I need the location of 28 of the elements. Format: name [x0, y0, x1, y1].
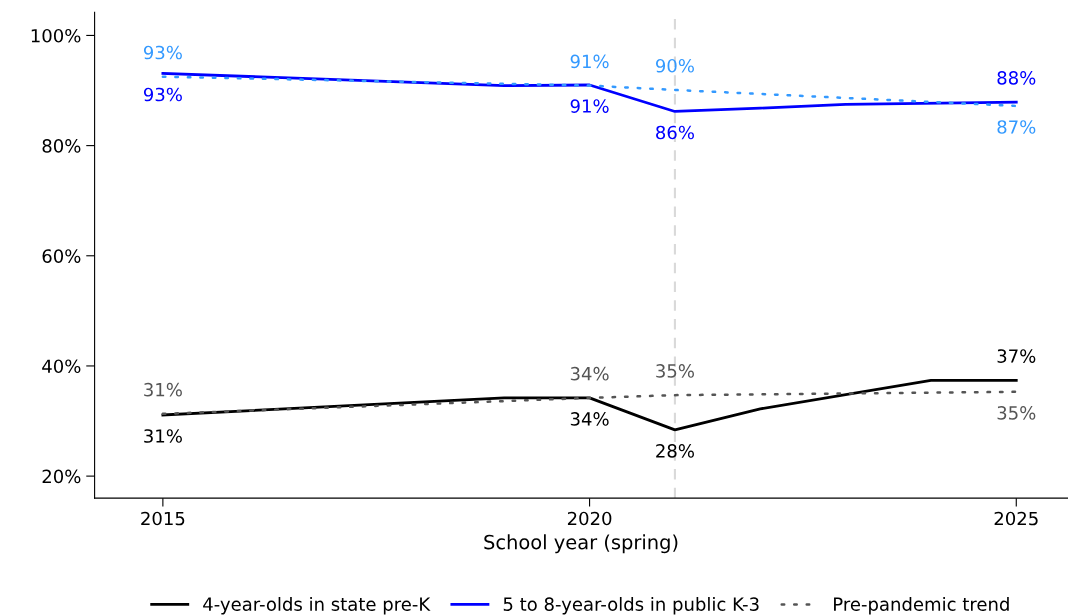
y-tick-label: 100% [31, 28, 81, 43]
data-label: 87% [997, 120, 1036, 134]
data-label: 91% [570, 99, 609, 113]
y-tick-label: 60% [42, 249, 81, 263]
x-axis-title: School year (spring) [484, 534, 678, 554]
data-label: 28% [656, 444, 694, 458]
data-label: 34% [570, 366, 609, 381]
data-label: 93% [143, 87, 182, 102]
data-label: 34% [570, 412, 609, 426]
legend-label: 5 to 8-year-olds in public K-3 [503, 596, 759, 615]
x-tick-label: 2020 [567, 511, 612, 526]
x-tick-label: 2025 [994, 511, 1038, 526]
data-label: 86% [656, 125, 694, 140]
y-tick-label: 40% [42, 359, 81, 374]
data-label: 93% [143, 45, 182, 60]
x-tick-label: 2015 [141, 511, 185, 526]
data-label: 31% [144, 429, 182, 443]
data-label: 31% [144, 382, 182, 397]
legend-label: Pre-pandemic trend [834, 596, 1009, 615]
y-tick-label: 20% [42, 469, 81, 484]
data-label: 37% [997, 349, 1036, 363]
data-label: 35% [997, 406, 1036, 420]
data-label: 91% [570, 54, 609, 69]
y-tick-label: 80% [42, 139, 81, 153]
data-label: 90% [655, 58, 694, 73]
legend-label: 4-year-olds in state pre-K [203, 596, 431, 615]
data-label: 35% [656, 364, 694, 378]
data-label: 88% [997, 71, 1036, 85]
